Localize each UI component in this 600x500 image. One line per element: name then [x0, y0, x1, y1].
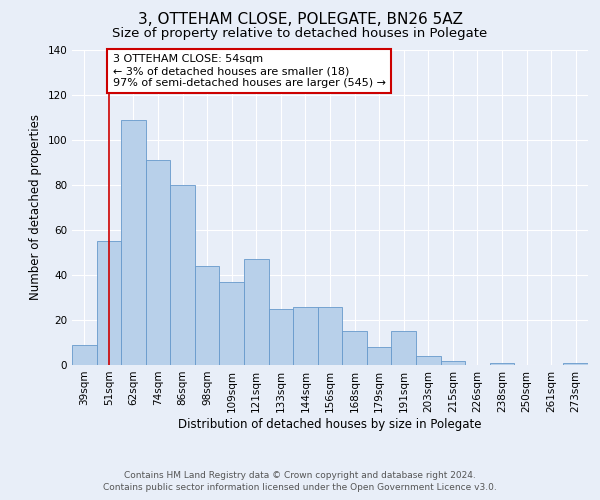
Bar — [293, 306, 318, 365]
Bar — [440, 360, 465, 365]
Bar — [342, 331, 367, 365]
Bar — [244, 259, 269, 365]
Text: 3, OTTEHAM CLOSE, POLEGATE, BN26 5AZ: 3, OTTEHAM CLOSE, POLEGATE, BN26 5AZ — [137, 12, 463, 28]
X-axis label: Distribution of detached houses by size in Polegate: Distribution of detached houses by size … — [178, 418, 482, 430]
Bar — [490, 363, 514, 365]
Bar — [97, 242, 121, 365]
Text: Size of property relative to detached houses in Polegate: Size of property relative to detached ho… — [112, 28, 488, 40]
Bar — [195, 266, 220, 365]
Text: Contains HM Land Registry data © Crown copyright and database right 2024.
Contai: Contains HM Land Registry data © Crown c… — [103, 471, 497, 492]
Bar — [563, 363, 588, 365]
Text: 3 OTTEHAM CLOSE: 54sqm
← 3% of detached houses are smaller (18)
97% of semi-deta: 3 OTTEHAM CLOSE: 54sqm ← 3% of detached … — [113, 54, 386, 88]
Bar — [121, 120, 146, 365]
Bar — [367, 347, 391, 365]
Bar — [146, 160, 170, 365]
Bar — [391, 331, 416, 365]
Bar — [318, 306, 342, 365]
Bar — [72, 345, 97, 365]
Y-axis label: Number of detached properties: Number of detached properties — [29, 114, 42, 300]
Bar — [416, 356, 440, 365]
Bar — [269, 308, 293, 365]
Bar — [170, 185, 195, 365]
Bar — [220, 282, 244, 365]
